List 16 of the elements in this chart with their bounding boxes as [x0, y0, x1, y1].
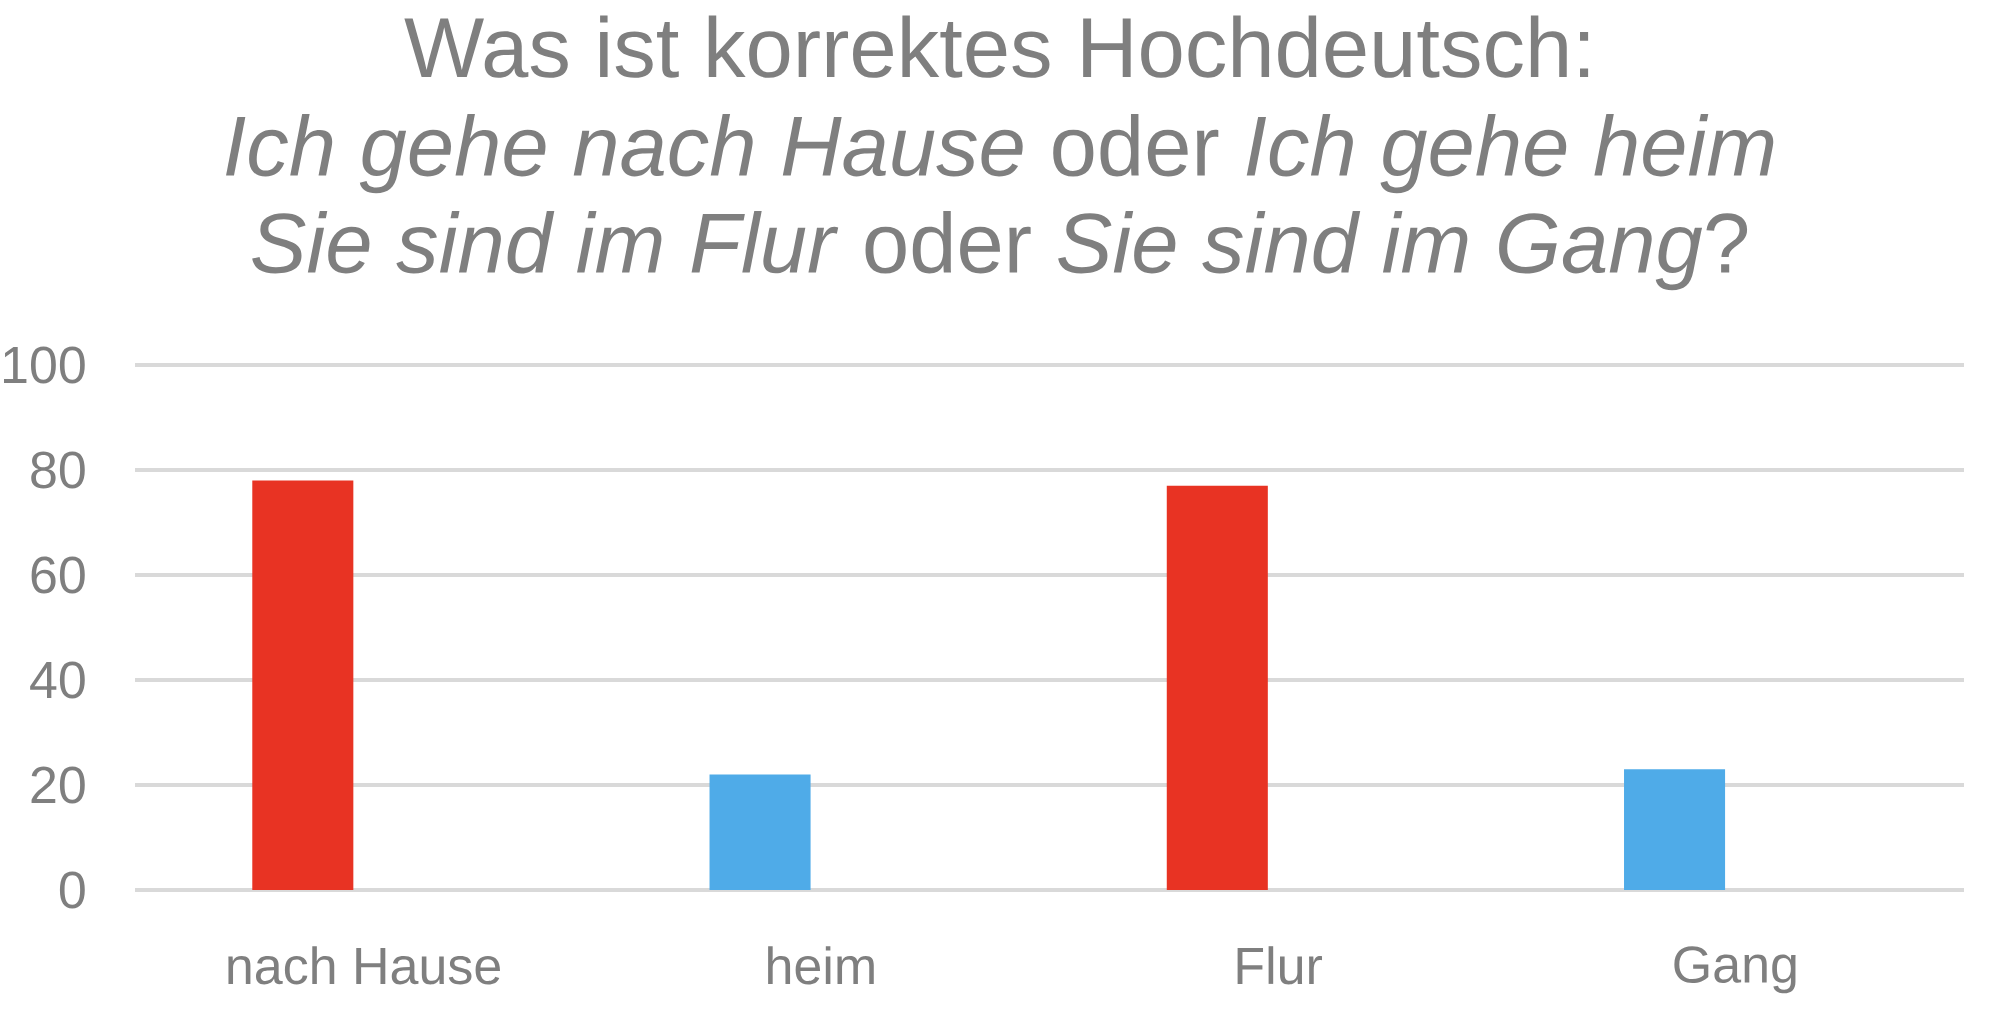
bar [709, 774, 811, 890]
bar [1166, 485, 1268, 890]
bar [1624, 769, 1726, 890]
y-tick-label: 20 [31, 766, 85, 804]
y-tick-label: 60 [31, 556, 85, 594]
bar [252, 480, 354, 890]
x-tick-label: heim [768, 946, 874, 985]
y-tick-label: 0 [59, 871, 85, 909]
y-tick-label: 80 [31, 451, 85, 489]
x-tick-label: Gang [1674, 946, 1796, 994]
text: Ich gehe nach Hause oder Ich gehe heim Sie sind im Flur oder Sie sind im Gang? [226, 113, 1774, 291]
x-tick-label: nach Hause [228, 946, 500, 985]
x-tick-label: Flur [1237, 946, 1323, 985]
chart-title: Was ist korrektes Hochdeutsch: [404, 15, 1589, 78]
y-tick-label: 40 [30, 661, 85, 699]
y-tick-label: 100 [4, 346, 85, 384]
